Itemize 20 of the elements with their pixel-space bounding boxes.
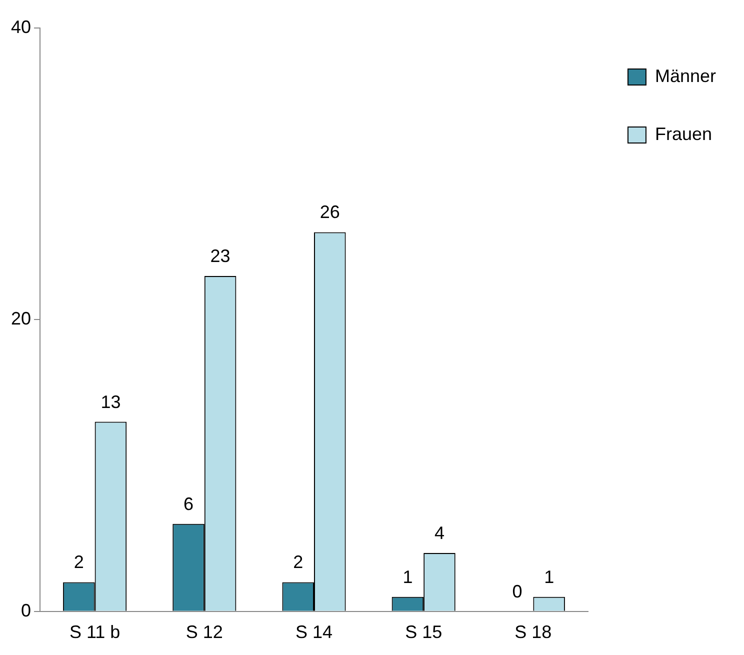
x-tick-label: S 12 [186, 622, 223, 642]
data-label: 1 [402, 566, 413, 587]
data-label: 1 [544, 566, 554, 587]
y-tick-label: 20 [10, 308, 32, 329]
data-label: 0 [512, 581, 522, 602]
x-tick-label: S 15 [405, 622, 442, 642]
data-label: 6 [184, 494, 194, 514]
x-tick-label: S 11 b [69, 622, 120, 642]
y-tick-label: 40 [10, 16, 32, 37]
data-label: 13 [100, 392, 121, 412]
data-label: 2 [293, 552, 304, 572]
data-label: 4 [434, 523, 444, 544]
data-label: 23 [210, 246, 230, 266]
legend-label: Frauen [654, 124, 712, 144]
data-label: 2 [74, 552, 84, 572]
data-label: 26 [320, 202, 340, 222]
x-tick-label: S 14 [295, 622, 333, 642]
x-tick-label: S 18 [514, 622, 552, 642]
y-tick-label: 0 [21, 600, 32, 620]
legend-label: Männer [654, 66, 716, 86]
